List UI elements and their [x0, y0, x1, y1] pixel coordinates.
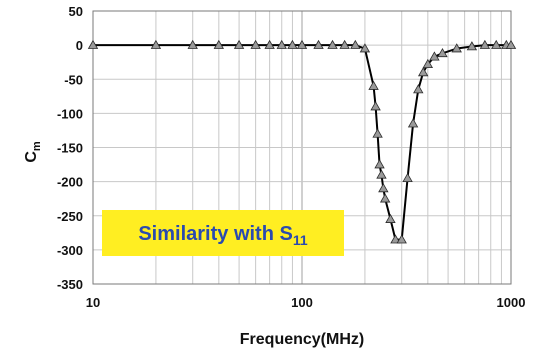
data-point [385, 213, 396, 223]
annotation-background [102, 210, 344, 256]
x-axis-title: Frequency(MHz) [240, 331, 364, 348]
y-axis-title-main: C [23, 151, 40, 163]
data-point [505, 39, 517, 49]
data-point [368, 80, 379, 90]
data-point [287, 39, 298, 49]
data-point [87, 39, 99, 49]
data-point [437, 48, 448, 58]
data-point [378, 183, 389, 193]
x-tick-label: 1000 [497, 295, 526, 310]
data-point [313, 39, 324, 49]
data-point [429, 51, 440, 61]
y-tick-label: -250 [57, 209, 83, 224]
data-point [372, 128, 383, 138]
data-point [376, 169, 387, 179]
y-tick-label: -350 [57, 277, 83, 292]
series-1 [87, 39, 517, 244]
data-point [379, 193, 391, 203]
y-tick-label: -150 [57, 141, 83, 156]
data-point [213, 39, 225, 49]
data-point [233, 39, 245, 49]
plot-frame [92, 10, 512, 285]
y-tick-label: -300 [57, 243, 83, 258]
data-point [402, 172, 413, 182]
data-point [370, 101, 381, 111]
y-tick-label: -200 [57, 175, 83, 190]
y-axis-title-subscript: m [31, 141, 43, 151]
y-axis-title: Cm [23, 141, 43, 163]
data-point [150, 39, 162, 49]
data-point [276, 39, 287, 49]
data-point [396, 234, 407, 244]
annotation-text-main: Similarity with S [138, 223, 292, 245]
y-tick-label: 0 [76, 38, 83, 53]
data-point [466, 41, 478, 51]
y-tick-label: -50 [64, 72, 83, 87]
data-point [451, 43, 462, 53]
data-point [359, 43, 371, 53]
x-tick-label: 100 [291, 295, 313, 310]
annotation-text: Similarity with S11 [138, 223, 307, 248]
data-point [264, 39, 275, 49]
data-point [250, 39, 261, 49]
data-point [413, 84, 424, 94]
data-point [339, 39, 350, 49]
annotation-box: Similarity with S11 [102, 210, 344, 256]
data-point [374, 159, 385, 169]
y-tick-label: -100 [57, 106, 83, 121]
y-tick-label: 50 [69, 4, 83, 19]
data-point [417, 67, 429, 77]
data-point [422, 58, 434, 69]
annotation-text-subscript: 11 [293, 232, 308, 248]
data-point [187, 39, 198, 49]
data-point [407, 118, 419, 128]
data-point [479, 39, 491, 49]
x-tick-label: 10 [86, 295, 100, 310]
data-point [390, 234, 401, 244]
data-point [296, 39, 308, 49]
data-point [350, 39, 361, 49]
data-point [491, 39, 502, 49]
data-point [327, 39, 338, 49]
